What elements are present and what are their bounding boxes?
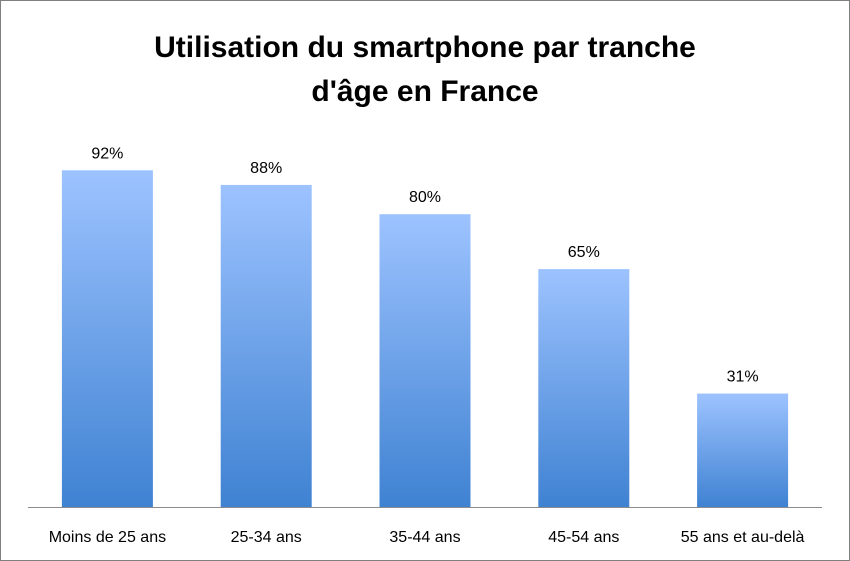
bar-value-label-3: 80% <box>409 189 441 206</box>
bar-1 <box>61 170 153 507</box>
bar-value-label-5: 31% <box>727 369 759 386</box>
chart-title: Utilisation du smartphone par tranche d'… <box>0 26 850 114</box>
category-label-4: 45-54 ans <box>548 529 619 546</box>
bars-group: 92% 88% 80% 65% 31% <box>61 145 789 508</box>
chart-title-line-1: Utilisation du smartphone par tranche <box>154 31 696 64</box>
bar-4 <box>538 269 630 507</box>
category-label-5: 55 ans et au-delà <box>681 529 805 546</box>
category-label-3: 35-44 ans <box>389 529 460 546</box>
category-labels: Moins de 25 ans 25-34 ans 35-44 ans 45-54 a… <box>49 529 805 546</box>
bar-value-label-2: 88% <box>250 160 282 177</box>
bar-3 <box>379 214 471 507</box>
category-label-2: 25-34 ans <box>231 529 302 546</box>
bar-value-label-1: 92% <box>91 145 123 162</box>
bar-value-label-4: 65% <box>568 244 600 261</box>
bar-2 <box>220 184 312 508</box>
bar-5 <box>697 393 789 507</box>
chart-title-line-2: d'âge en France <box>311 75 539 108</box>
category-label-1: Moins de 25 ans <box>49 529 166 546</box>
